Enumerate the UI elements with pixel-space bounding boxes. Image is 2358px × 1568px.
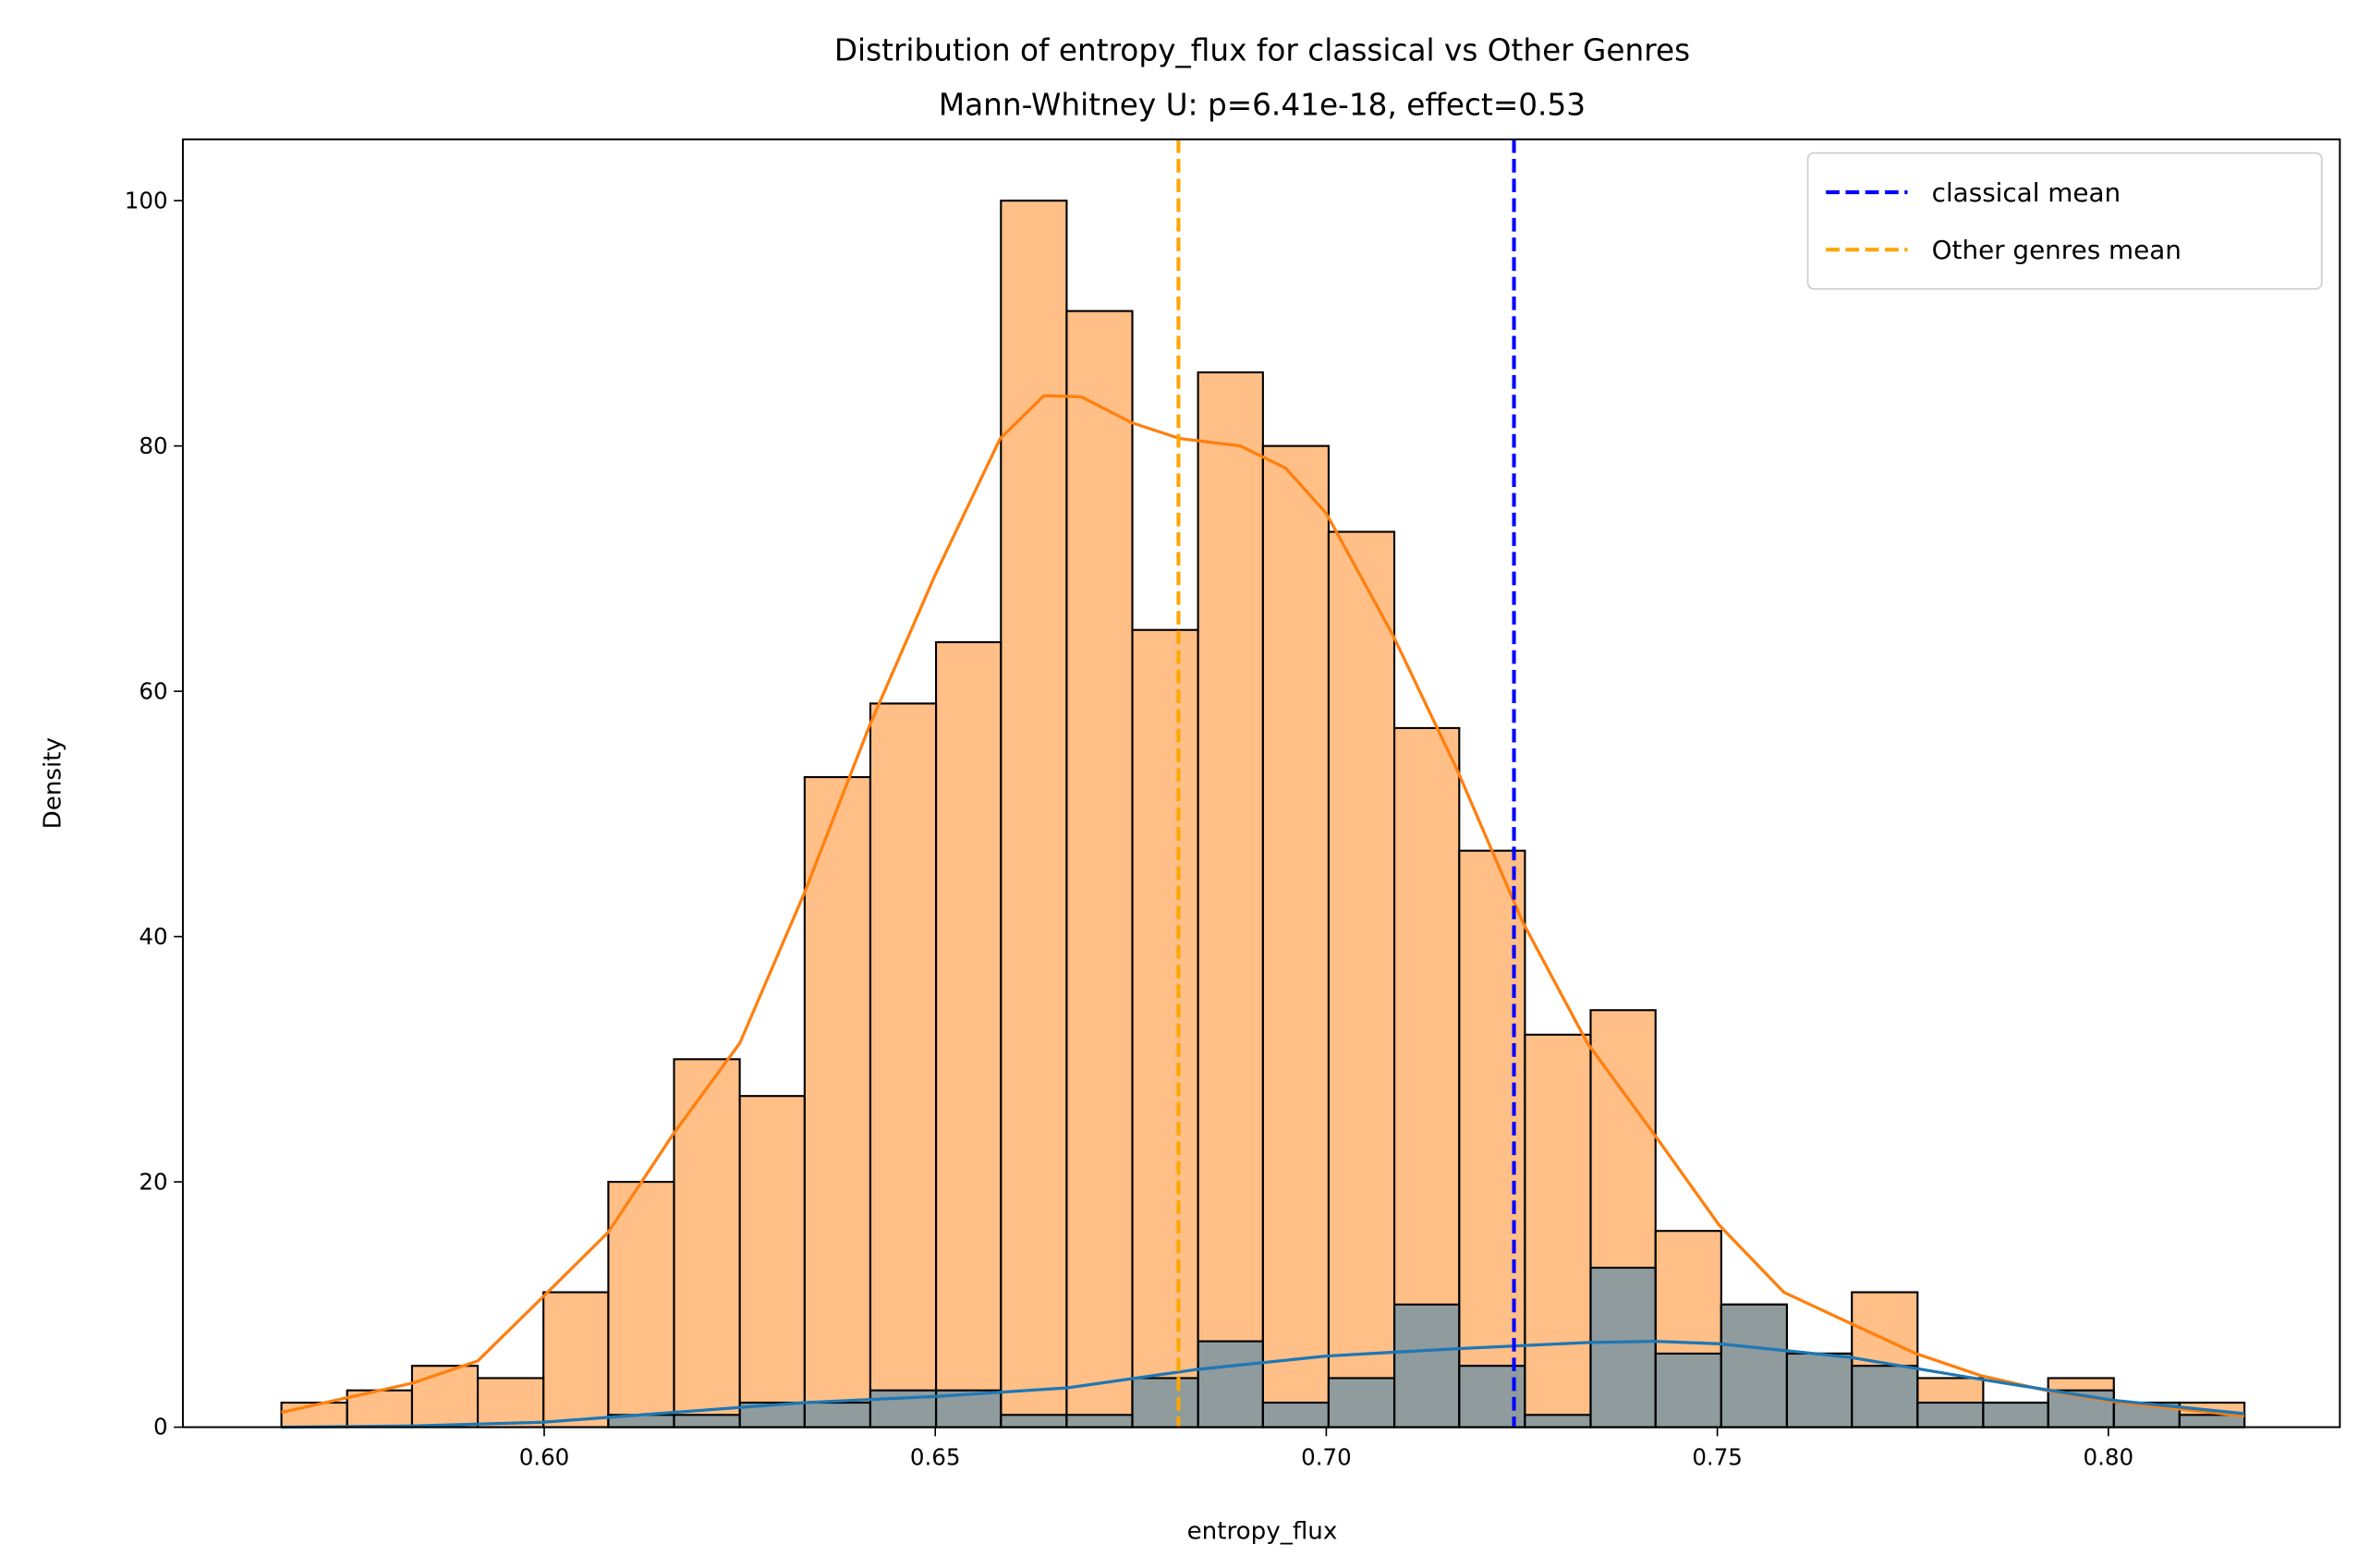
bar (410, 1365, 480, 1428)
x-tick-label: 0.70 (1301, 1443, 1352, 1470)
bar (934, 640, 1003, 1428)
x-tick-label: 0.65 (910, 1443, 961, 1470)
y-tick-label: 60 (139, 677, 167, 704)
y-tick-label: 20 (139, 1168, 167, 1195)
chart-title: Distribution of entropy_flux for classic… (834, 33, 1690, 68)
bar (673, 1414, 741, 1428)
x-tick-label: 0.60 (519, 1443, 570, 1470)
bar (1197, 371, 1264, 1428)
bar (1589, 1266, 1657, 1428)
legend-label: Other genres mean (1932, 235, 2182, 265)
x-axis-label: entropy_flux (1187, 1518, 1338, 1546)
bar (2178, 1414, 2246, 1428)
bar (1785, 1352, 1854, 1428)
y-axis-label: Density (39, 737, 67, 829)
bar (1524, 1414, 1592, 1428)
bar (1261, 444, 1331, 1428)
bar (803, 1401, 872, 1428)
bar (1131, 1377, 1199, 1428)
bar (1982, 1401, 2049, 1428)
bar (1524, 1033, 1592, 1428)
bar (1916, 1401, 1985, 1428)
bar (1720, 1303, 1789, 1428)
bar (1065, 310, 1134, 1428)
y-tick-label: 40 (139, 923, 167, 950)
bar (1000, 1414, 1068, 1428)
chart-subtitle: Mann-Whitney U: p=6.41e-18, effect=0.53 (939, 88, 1586, 123)
bar (1327, 1377, 1396, 1428)
x-tick-label: 0.75 (1692, 1443, 1743, 1470)
bar (1000, 200, 1068, 1428)
bar (1654, 1352, 1722, 1428)
kde-line (281, 394, 2245, 1418)
bar (673, 1058, 741, 1428)
bar (1131, 628, 1199, 1428)
bar (1327, 530, 1396, 1428)
legend-label: classical mean (1932, 177, 2121, 208)
bar (542, 1291, 610, 1428)
kde-line (281, 1340, 2245, 1429)
bar (803, 775, 872, 1428)
legend-box (1806, 152, 2323, 290)
bar (738, 1095, 806, 1428)
y-tick-label: 100 (125, 187, 168, 213)
bar (476, 1377, 545, 1428)
bar (280, 1401, 348, 1428)
plot-frame (181, 138, 2341, 1428)
bar (869, 702, 938, 1428)
bar (1851, 1365, 1919, 1428)
bar (1261, 1401, 1331, 1428)
y-tick-label: 0 (153, 1414, 168, 1440)
y-tick-label: 80 (139, 432, 167, 459)
x-tick-label: 0.80 (2084, 1443, 2134, 1470)
bar (1197, 1340, 1264, 1428)
bar (1065, 1414, 1134, 1428)
bar (1392, 1303, 1461, 1428)
legend: classical mean Other genres mean (1806, 152, 2323, 290)
